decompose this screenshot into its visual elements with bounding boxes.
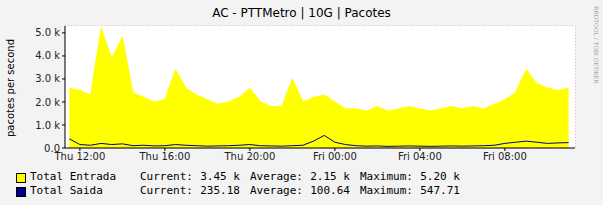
html-text:Maximum:: Maximum: <box>360 170 413 183</box>
html-text:100.64: 100.64 <box>310 184 350 197</box>
html-text:3.45 k: 3.45 k <box>200 170 240 183</box>
svg-text:1.0 k: 1.0 k <box>35 120 60 131</box>
svg-text:2.0 k: 2.0 k <box>35 97 60 108</box>
svg-text:4.0 k: 4.0 k <box>35 50 60 61</box>
html-text:547.71: 547.71 <box>420 184 460 197</box>
html-text:AC - PTTMetro | 10G | Pacotes: AC - PTTMetro | 10G | Pacotes <box>212 6 391 20</box>
svg-text:Thu 20:00: Thu 20:00 <box>223 151 275 162</box>
svg-text:Fri 08:00: Fri 08:00 <box>483 151 527 162</box>
html-text:RRDTOOL / TOBI OETIKER: RRDTOOL / TOBI OETIKER <box>592 6 600 84</box>
svg-text:Fri 04:00: Fri 04:00 <box>398 151 442 162</box>
svg-text:5.0 k: 5.0 k <box>35 27 60 38</box>
svg-text:0.0: 0.0 <box>44 143 60 154</box>
html-text:Average:: Average: <box>250 170 303 183</box>
svg-text:Thu 16:00: Thu 16:00 <box>138 151 190 162</box>
html-text:Current:: Current: <box>140 170 193 183</box>
html-text:Current:: Current: <box>140 184 193 197</box>
svg-text:3.0 k: 3.0 k <box>35 73 60 84</box>
html-text:2.15 k: 2.15 k <box>310 170 350 183</box>
html-text:5.20 k: 5.20 k <box>420 170 460 183</box>
svg-text:Fri 00:00: Fri 00:00 <box>313 151 357 162</box>
html-text:pacotes per second: pacotes per second <box>4 39 16 137</box>
svg-text:Thu 12:00: Thu 12:00 <box>53 151 105 162</box>
html-text:Total Entrada: Total Entrada <box>30 170 117 183</box>
html-text:Total Saida: Total Saida <box>30 184 103 197</box>
html-text:Maximum:: Maximum: <box>360 184 413 197</box>
html-text:235.18: 235.18 <box>200 184 240 197</box>
html-text:Average:: Average: <box>250 184 303 197</box>
